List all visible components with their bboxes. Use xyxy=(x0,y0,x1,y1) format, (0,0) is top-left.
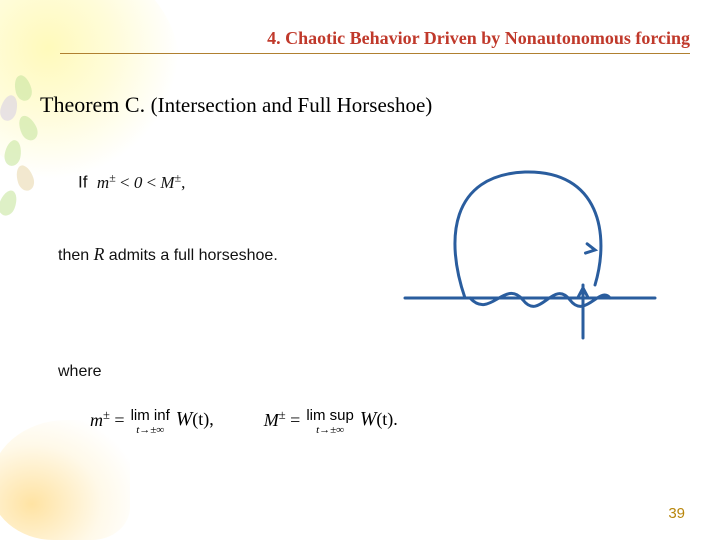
eq1-lim-top: lim inf xyxy=(131,408,170,423)
equation-m: m± = lim inf t→±∞ W(t), xyxy=(90,408,214,436)
then-rest: admits a full horseshoe. xyxy=(109,247,278,264)
eq1-rhs: W(t), xyxy=(176,408,214,431)
cal-R: R xyxy=(94,244,105,264)
eq2-tail: (t). xyxy=(376,409,398,429)
eq2-lim-top: lim sup xyxy=(306,408,354,423)
eq2-cal: W xyxy=(360,408,376,430)
where-label: where xyxy=(58,363,102,381)
if-condition: m± < 0 < M±, xyxy=(97,173,185,192)
eq1-lim: lim inf t→±∞ xyxy=(131,408,170,436)
eq1-lhs: m± = xyxy=(90,408,125,431)
equations-block: m± = lim inf t→±∞ W(t), M± = lim sup t→±… xyxy=(90,408,660,436)
background-petal xyxy=(0,420,130,540)
theorem-subtitle: (Intersection and Full Horseshoe) xyxy=(151,93,433,117)
theorem-title: Theorem C. (Intersection and Full Horses… xyxy=(40,92,432,118)
theorem-label: Theorem C. xyxy=(40,92,145,117)
if-prefix: If xyxy=(78,173,92,192)
horseshoe-sketch xyxy=(395,160,665,340)
then-line: then R admits a full horseshoe. xyxy=(58,244,278,265)
background-glow xyxy=(0,0,180,180)
equation-M: M± = lim sup t→±∞ W(t). xyxy=(264,408,398,436)
eq2-lim: lim sup t→±∞ xyxy=(306,408,354,436)
eq1-cal: W xyxy=(176,408,192,430)
eq2-lhs: M± = xyxy=(264,408,301,431)
section-header: 4. Chaotic Behavior Driven by Nonautonom… xyxy=(60,28,690,54)
then-prefix: then xyxy=(58,247,94,264)
eq1-lim-bot: t→±∞ xyxy=(136,425,164,436)
eq2-lim-bot: t→±∞ xyxy=(316,425,344,436)
if-line: If m± < 0 < M±, xyxy=(78,170,185,193)
eq1-tail: (t), xyxy=(192,409,214,429)
eq2-rhs: W(t). xyxy=(360,408,398,431)
page-number: 39 xyxy=(668,505,685,522)
